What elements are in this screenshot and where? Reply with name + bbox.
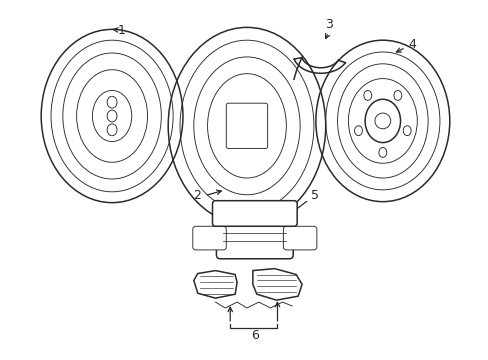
Ellipse shape — [253, 135, 261, 143]
Ellipse shape — [204, 233, 214, 243]
Ellipse shape — [232, 109, 240, 117]
FancyBboxPatch shape — [212, 201, 297, 226]
Text: 1: 1 — [112, 24, 125, 37]
FancyBboxPatch shape — [283, 226, 316, 250]
Text: 4: 4 — [396, 38, 415, 52]
Ellipse shape — [363, 90, 371, 100]
Polygon shape — [252, 269, 302, 300]
Polygon shape — [193, 271, 237, 298]
Text: 5: 5 — [310, 189, 318, 202]
Ellipse shape — [244, 206, 264, 221]
FancyBboxPatch shape — [216, 219, 293, 259]
Ellipse shape — [403, 126, 410, 136]
Ellipse shape — [393, 90, 401, 100]
Ellipse shape — [227, 206, 246, 221]
FancyBboxPatch shape — [192, 226, 226, 250]
Ellipse shape — [232, 135, 240, 143]
Ellipse shape — [378, 148, 386, 157]
Text: 6: 6 — [250, 329, 258, 342]
Ellipse shape — [262, 206, 282, 221]
Ellipse shape — [253, 109, 261, 117]
Ellipse shape — [374, 113, 390, 129]
Text: 3: 3 — [324, 18, 332, 31]
Text: 2: 2 — [192, 189, 200, 202]
Ellipse shape — [354, 126, 362, 136]
FancyBboxPatch shape — [226, 103, 267, 148]
Ellipse shape — [295, 233, 305, 243]
